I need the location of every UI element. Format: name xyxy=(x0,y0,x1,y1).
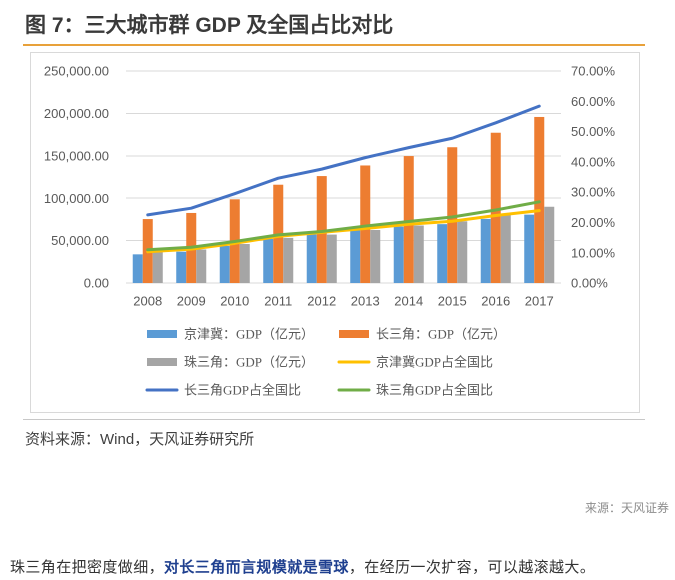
x-tick-label: 2014 xyxy=(394,294,423,309)
gdp-bar-yangtze-delta-2017 xyxy=(534,116,545,284)
legend-label: 长三角：GDP（亿元） xyxy=(376,327,506,342)
title-rule xyxy=(23,44,645,46)
chart-area: 0.00 50,000.00 100,000.00 150,000.00 200,000… xyxy=(30,52,640,413)
x-tick-label: 2016 xyxy=(481,294,510,309)
gdp-bar-yangtze-delta-2012 xyxy=(316,176,327,283)
y-right-tick-label: 70.00% xyxy=(571,64,616,79)
gdp-bar-pearl-delta-2014 xyxy=(413,225,424,283)
x-tick-label: 2008 xyxy=(133,294,162,309)
legend-item-bar-jingjinji: 京津冀：GDP（亿元） xyxy=(147,327,314,342)
y-right-tick-label: 0.00% xyxy=(571,276,608,291)
y-left-tick-label: 50,000.00 xyxy=(51,233,109,248)
figure-title: 图 7：三大城市群 GDP 及全国占比对比 xyxy=(25,14,394,37)
x-tick-label: 2009 xyxy=(177,294,206,309)
gdp-bar-pearl-delta-2008 xyxy=(152,251,163,283)
legend-item-line-pearl-delta: 珠三角GDP占全国比 xyxy=(337,383,493,398)
figure-source: 资料来源：Wind，天风证券研究所 xyxy=(25,431,255,448)
gdp-bar-pearl-delta-2015 xyxy=(457,221,468,283)
gdp-bar-jingjinji-2011 xyxy=(263,238,274,283)
x-tick-label: 2011 xyxy=(264,294,292,309)
share-line-jingjinji xyxy=(146,209,541,254)
share-line-yangtze-delta xyxy=(146,104,541,217)
share-line-pearl-delta xyxy=(146,200,541,252)
legend-label: 京津冀GDP占全国比 xyxy=(376,355,493,370)
body-paragraph: 珠三角在把密度做细，对长三角而言规模就是雪球，在经历一次扩容，可以越滚越大。 xyxy=(10,558,595,578)
x-tick-label: 2015 xyxy=(438,294,467,309)
legend-label: 京津冀：GDP（亿元） xyxy=(184,327,314,342)
image-credit: 来源：天风证券 xyxy=(584,501,669,515)
gdp-bar-pearl-delta-2016 xyxy=(500,214,511,283)
y-right-tick-label: 30.00% xyxy=(571,185,616,200)
gdp-bar-pearl-delta-2012 xyxy=(326,234,337,283)
y-right-tick-label: 10.00% xyxy=(571,245,616,260)
x-tick-label: 2013 xyxy=(351,294,380,309)
gdp-bar-jingjinji-2009 xyxy=(176,251,187,283)
legend-label: 珠三角GDP占全国比 xyxy=(376,383,493,398)
gdp-bar-jingjinji-2016 xyxy=(480,218,491,283)
y-right-tick-label: 50.00% xyxy=(571,124,616,139)
gdp-bars-jingjinji xyxy=(132,214,535,283)
legend-label: 长三角GDP占全国比 xyxy=(184,383,301,398)
gdp-bar-jingjinji-2012 xyxy=(306,234,317,283)
y-axis-right: 0.00% 10.00% 20.00% 30.00% 40.00% 50.00% 60.00… xyxy=(571,64,616,291)
gdp-bar-jingjinji-2013 xyxy=(350,230,361,283)
legend-swatch-bar xyxy=(147,358,177,366)
y-left-tick-label: 0.00 xyxy=(84,276,109,291)
gdp-bar-yangtze-delta-2013 xyxy=(360,165,371,283)
gdp-bar-pearl-delta-2011 xyxy=(283,237,294,283)
legend-swatch-bar xyxy=(147,330,177,338)
gdp-bar-jingjinji-2014 xyxy=(393,226,404,283)
y-left-tick-label: 200,000.00 xyxy=(44,106,109,121)
legend-label: 珠三角：GDP（亿元） xyxy=(184,355,314,370)
gdp-bars-pearl-delta xyxy=(152,206,555,283)
body-text-lead: 珠三角在把密度做细， xyxy=(10,559,165,576)
legend-swatch-bar xyxy=(339,330,369,338)
body-text-emphasis: 对长三角而言规模就是雪球 xyxy=(164,559,349,576)
legend-item-bar-pearl-delta: 珠三角：GDP（亿元） xyxy=(147,355,314,370)
x-tick-label: 2010 xyxy=(220,294,249,309)
y-axis-left: 0.00 50,000.00 100,000.00 150,000.00 200,000… xyxy=(44,64,109,291)
gdp-bar-pearl-delta-2010 xyxy=(239,243,250,283)
gdp-bar-pearl-delta-2009 xyxy=(196,249,207,283)
x-axis: 2008 2009 2010 2011 2012 2013 2014 2015 2016 2017 xyxy=(133,294,553,309)
y-right-tick-label: 40.00% xyxy=(571,154,616,169)
source-rule xyxy=(23,419,645,420)
y-left-tick-label: 150,000.00 xyxy=(44,148,109,163)
y-left-tick-label: 100,000.00 xyxy=(44,191,109,206)
legend-item-bar-yangtze-delta: 长三角：GDP（亿元） xyxy=(339,327,506,342)
gdp-bar-jingjinji-2010 xyxy=(219,245,230,283)
body-text-tail: ，在经历一次扩容，可以越滚越大。 xyxy=(348,559,596,576)
gdp-bar-yangtze-delta-2014 xyxy=(403,156,414,283)
x-tick-label: 2017 xyxy=(525,294,554,309)
gdp-bar-jingjinji-2008 xyxy=(132,254,143,283)
legend-item-line-yangtze-delta: 长三角GDP占全国比 xyxy=(145,383,301,398)
gdp-bar-jingjinji-2015 xyxy=(437,224,448,283)
gdp-bar-yangtze-delta-2016 xyxy=(490,132,501,283)
legend: 京津冀：GDP（亿元） 长三角：GDP（亿元） 珠三角：GDP（亿元） 京津冀GDP占… xyxy=(145,327,506,398)
gdp-combo-chart: 0.00 50,000.00 100,000.00 150,000.00 200,000… xyxy=(44,64,616,398)
y-left-tick-label: 250,000.00 xyxy=(44,64,109,79)
gdp-bar-yangtze-delta-2015 xyxy=(447,147,458,283)
x-tick-label: 2012 xyxy=(307,294,336,309)
y-right-tick-label: 60.00% xyxy=(571,94,616,109)
y-right-tick-label: 20.00% xyxy=(571,215,616,230)
legend-item-line-jingjinji: 京津冀GDP占全国比 xyxy=(337,355,493,370)
gdp-bar-jingjinji-2017 xyxy=(524,214,535,283)
gdp-bar-pearl-delta-2013 xyxy=(370,230,381,283)
gdp-bar-pearl-delta-2017 xyxy=(544,206,555,283)
